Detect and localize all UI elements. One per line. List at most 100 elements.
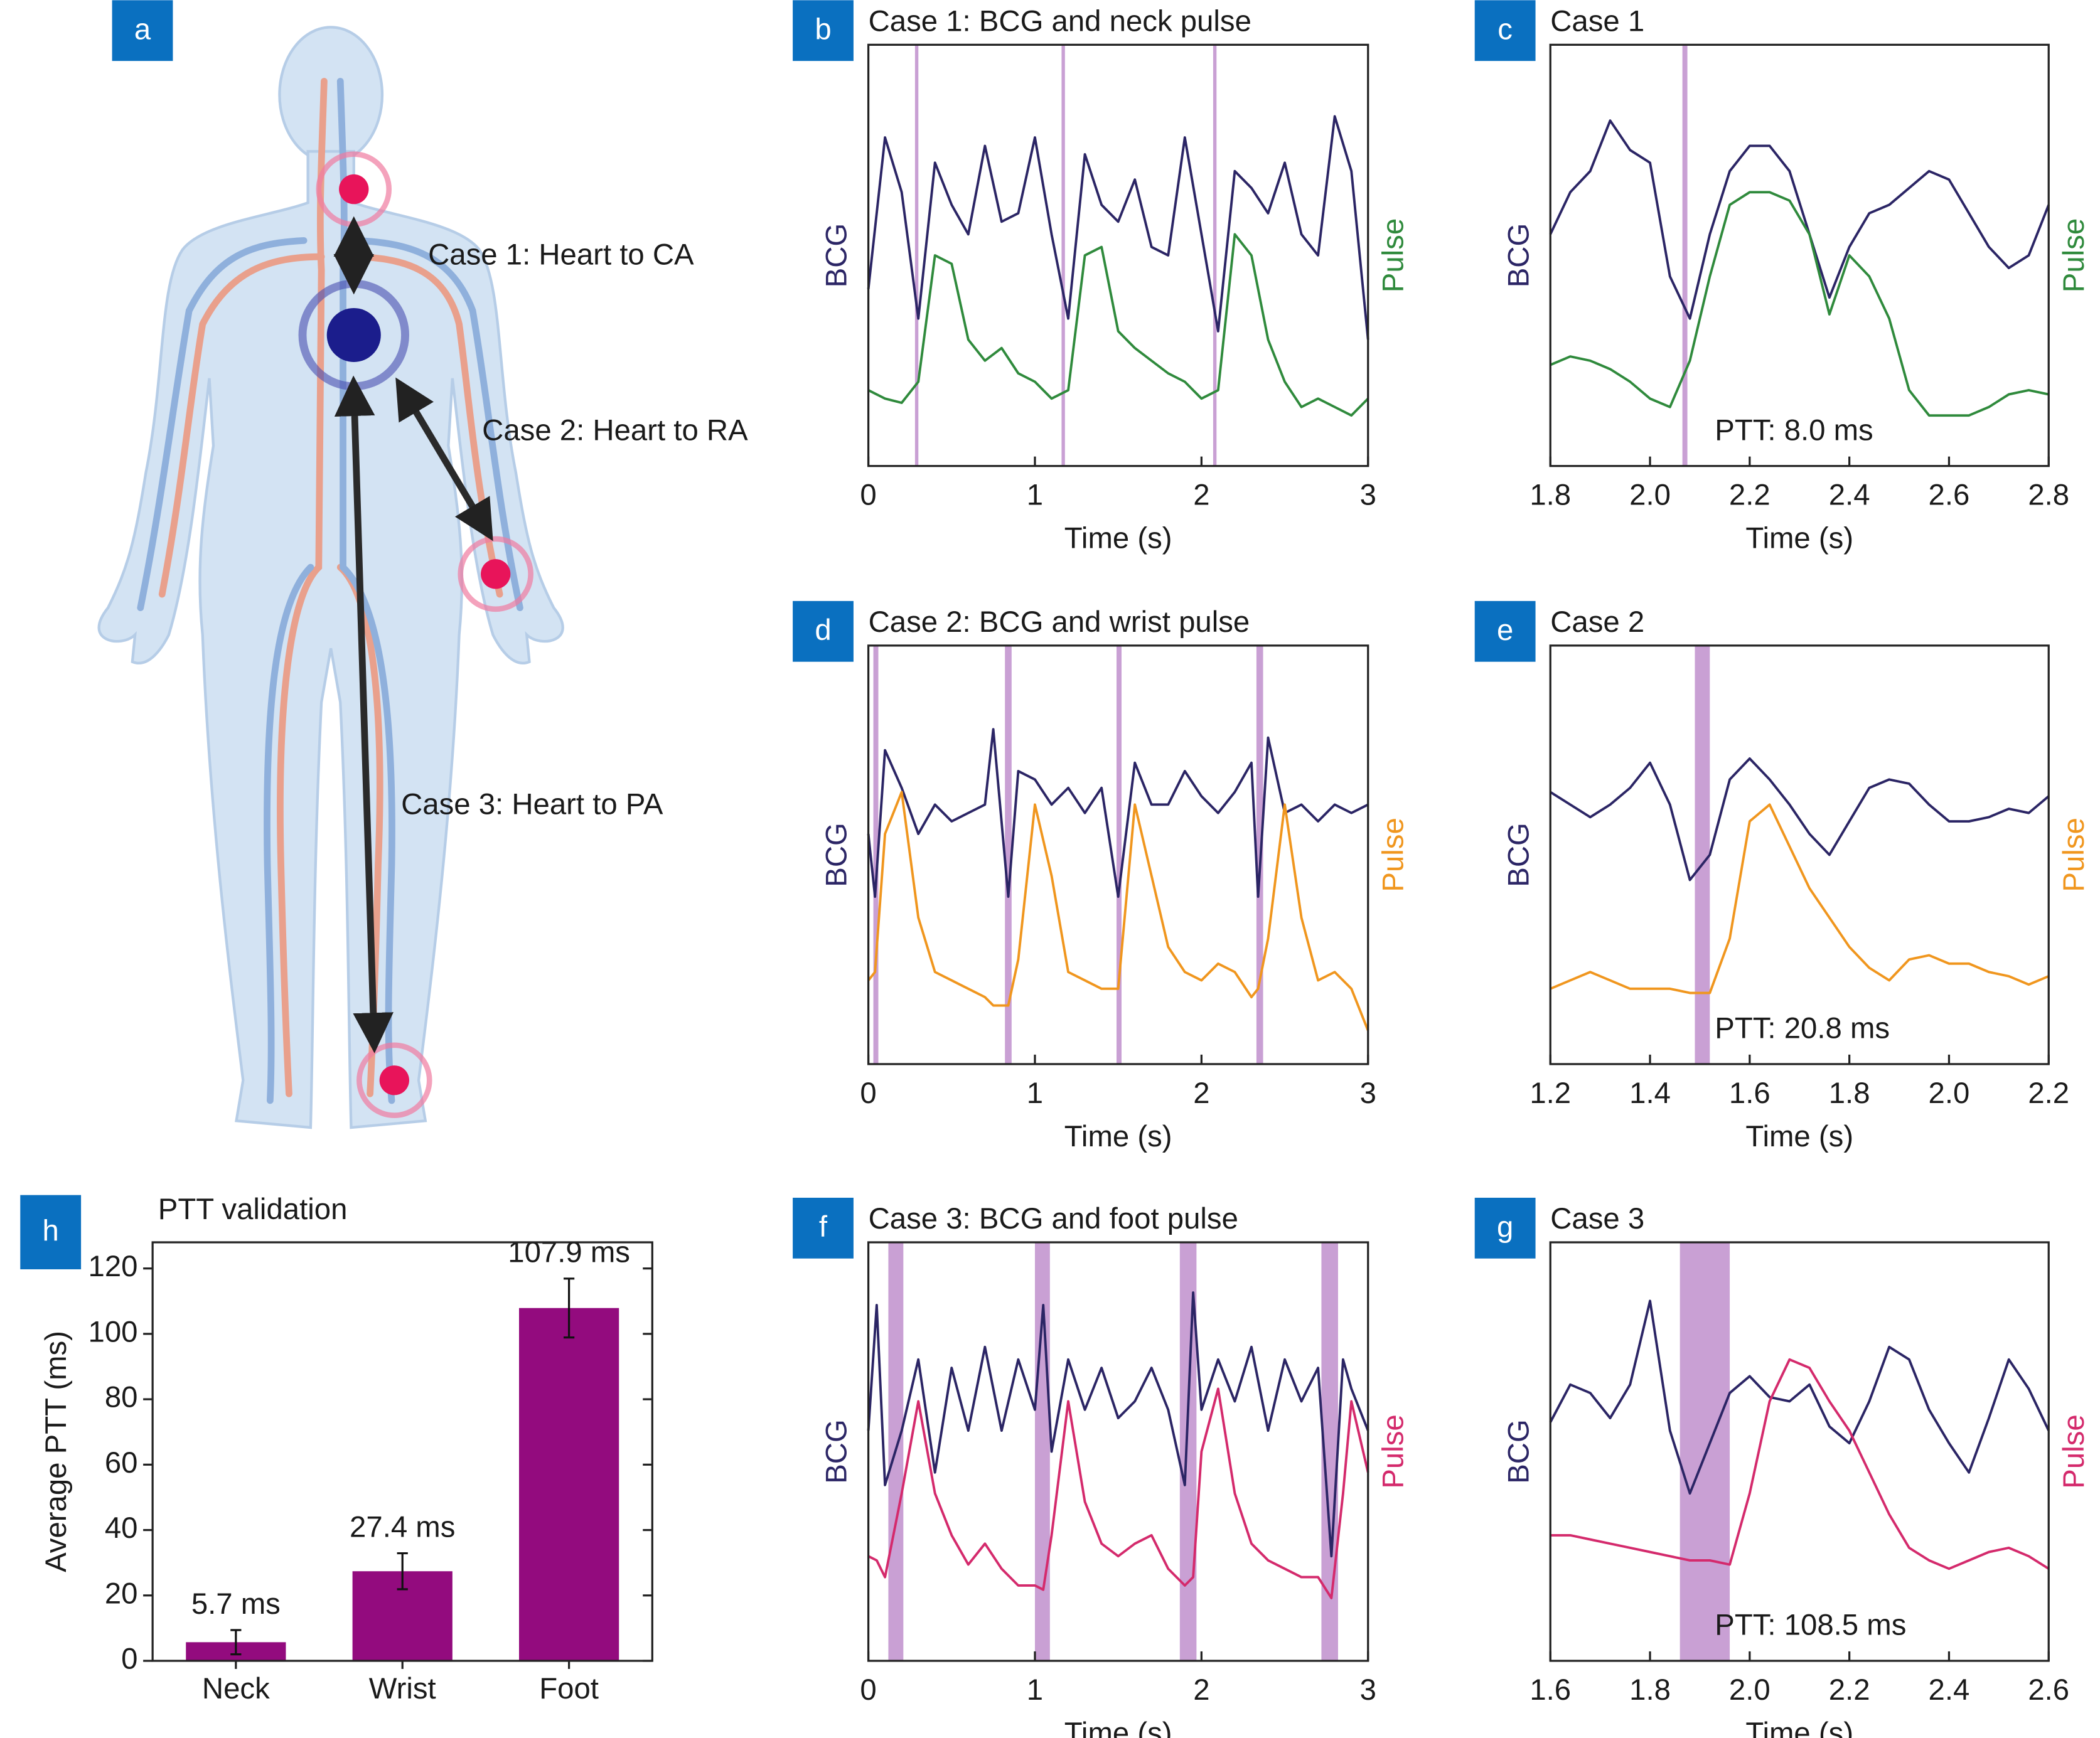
x-tick-label: 2.2 xyxy=(2028,1077,2069,1110)
x-tick-label: 2 xyxy=(1193,1077,1209,1110)
letter-box xyxy=(793,0,854,61)
diagram-label: Case 2: Heart to RA xyxy=(482,413,748,447)
series-line xyxy=(1549,1299,2050,1495)
x-tick-label: 2.0 xyxy=(1729,1673,1771,1707)
annotation: PTT: 108.5 ms xyxy=(1715,1609,1906,1642)
y-axis-label: BCG xyxy=(1502,223,1535,288)
y-tick-label: 20 xyxy=(105,1577,138,1610)
panel-c: c Case 1 1.8 2.0 2.2 2.4 2.6 2.8 Time (s) BCG Puls… xyxy=(1474,0,2091,555)
ptt-span xyxy=(1679,1242,1730,1661)
ptt-span xyxy=(1117,645,1122,1064)
x-tick-label: 2 xyxy=(1193,479,1209,512)
series-line xyxy=(1550,191,2049,417)
chart-title: Case 1: BCG and neck pulse xyxy=(869,4,1251,38)
y2-axis-label: Pulse xyxy=(2057,1414,2091,1488)
y2-axis-label: Pulse xyxy=(1376,818,1410,892)
x-tick-label: 1.6 xyxy=(1729,1077,1771,1110)
y-axis-label: BCG xyxy=(820,1419,854,1484)
x-tick-label: 2.0 xyxy=(1929,1077,1970,1110)
panel-e: e Case 2 1.2 1.4 1.6 1.8 2.0 2.2 Time (s) BCG Puls… xyxy=(1474,600,2091,1153)
y2-axis-label: Pulse xyxy=(1376,1414,1410,1488)
arrow xyxy=(395,377,493,541)
annotation: PTT: 8.0 ms xyxy=(1715,413,1873,447)
site-ring xyxy=(458,536,533,612)
panel-letter: c xyxy=(1497,13,1513,46)
x-tick-label: Neck xyxy=(202,1672,270,1705)
chart-title: PTT validation xyxy=(158,1193,348,1226)
plot-frame xyxy=(867,43,1369,467)
x-axis-label: Time (s) xyxy=(1745,1120,1853,1153)
ptt-span xyxy=(873,645,879,1064)
panel-letter: g xyxy=(1497,1210,1513,1244)
x-tick-label: 3 xyxy=(1360,1673,1376,1707)
x-tick-label: 2.0 xyxy=(1629,479,1671,512)
ptt-span xyxy=(1005,645,1012,1064)
x-tick-label: 2 xyxy=(1193,1673,1209,1707)
x-tick-label: 1.2 xyxy=(1529,1077,1571,1110)
panel-f: f Case 3: BCG and foot pulse 0 1 2 3 Time (s) B… xyxy=(793,1197,1410,1738)
y-tick-label: 100 xyxy=(88,1315,138,1348)
y2-axis-label: Pulse xyxy=(1376,218,1410,292)
panel-letter: f xyxy=(819,1210,828,1244)
value-label: 107.9 ms xyxy=(508,1236,630,1269)
body-outline xyxy=(97,150,564,1129)
x-tick-label: 0 xyxy=(860,1077,876,1110)
x-tick-label: 2.8 xyxy=(2028,479,2069,512)
x-axis-label: Time (s) xyxy=(1064,1717,1172,1738)
x-tick-label: 1 xyxy=(1027,1077,1043,1110)
letter-box xyxy=(1474,600,1536,662)
chart-title: Case 3 xyxy=(1550,1202,1644,1235)
vein xyxy=(137,237,308,612)
letter-box xyxy=(20,1195,82,1269)
plot-frame xyxy=(1549,644,2050,1065)
series-line xyxy=(867,115,1369,340)
vein xyxy=(354,237,523,612)
x-tick-label: 1.4 xyxy=(1629,1077,1671,1110)
panel-letter: a xyxy=(134,13,151,46)
series-line xyxy=(1550,1358,2050,1570)
series-line xyxy=(867,233,1369,417)
panel-a: a Case 1: Heart to CA Case 2: Heart to R xyxy=(97,0,748,1129)
plot-frame xyxy=(151,1241,653,1662)
value-label: 5.7 ms xyxy=(191,1587,281,1621)
y-tick-label: 60 xyxy=(105,1446,138,1479)
x-tick-label: 2.6 xyxy=(1929,479,1970,512)
y-tick-label: 40 xyxy=(105,1511,138,1545)
series-line xyxy=(1549,119,2050,320)
x-tick-label: 3 xyxy=(1360,479,1376,512)
y-tick-label: 80 xyxy=(105,1381,138,1414)
series-line xyxy=(867,791,1369,1032)
x-tick-label: 1.6 xyxy=(1529,1673,1571,1707)
annotation: PTT: 20.8 ms xyxy=(1715,1012,1890,1045)
bar xyxy=(518,1308,619,1661)
ptt-span xyxy=(914,45,919,466)
x-tick-label: 1.8 xyxy=(1629,1673,1671,1707)
x-tick-label: 1.8 xyxy=(1829,1077,1870,1110)
panel-g: g Case 3 1.6 1.8 2.0 2.2 2.4 2.6 Time (s) BCG Puls… xyxy=(1474,1197,2091,1738)
plot-frame xyxy=(867,1241,1369,1662)
y2-axis-label: Pulse xyxy=(2057,218,2091,292)
panel-letter-box xyxy=(112,0,173,61)
x-axis-label: Time (s) xyxy=(1064,1120,1172,1153)
panel-h: h PTT validation 5.7 ms Neck 27.4 ms Wrist 107… xyxy=(20,1193,653,1705)
arrow xyxy=(334,375,394,1053)
series-line xyxy=(1550,757,2050,882)
plot-frame xyxy=(1549,1241,2050,1662)
panel-letter: h xyxy=(43,1214,59,1247)
series-line xyxy=(867,1387,1369,1599)
panel-letter: b xyxy=(815,13,831,46)
heart xyxy=(326,307,381,363)
x-axis-label: Time (s) xyxy=(1745,1717,1853,1738)
plot-frame xyxy=(867,644,1369,1065)
vein xyxy=(264,563,314,1104)
y-axis-label: BCG xyxy=(820,823,854,887)
letter-box xyxy=(1474,0,1536,61)
arrows xyxy=(333,216,493,1053)
series-line xyxy=(1550,803,2049,994)
panel-letter: e xyxy=(1497,614,1513,647)
body-head xyxy=(278,26,384,164)
panel-d: d Case 2: BCG and wrist pulse 0 1 2 3 Time (s)… xyxy=(793,600,1410,1153)
plot-frame xyxy=(1549,43,2050,467)
x-tick-label: 2.6 xyxy=(2028,1673,2069,1707)
